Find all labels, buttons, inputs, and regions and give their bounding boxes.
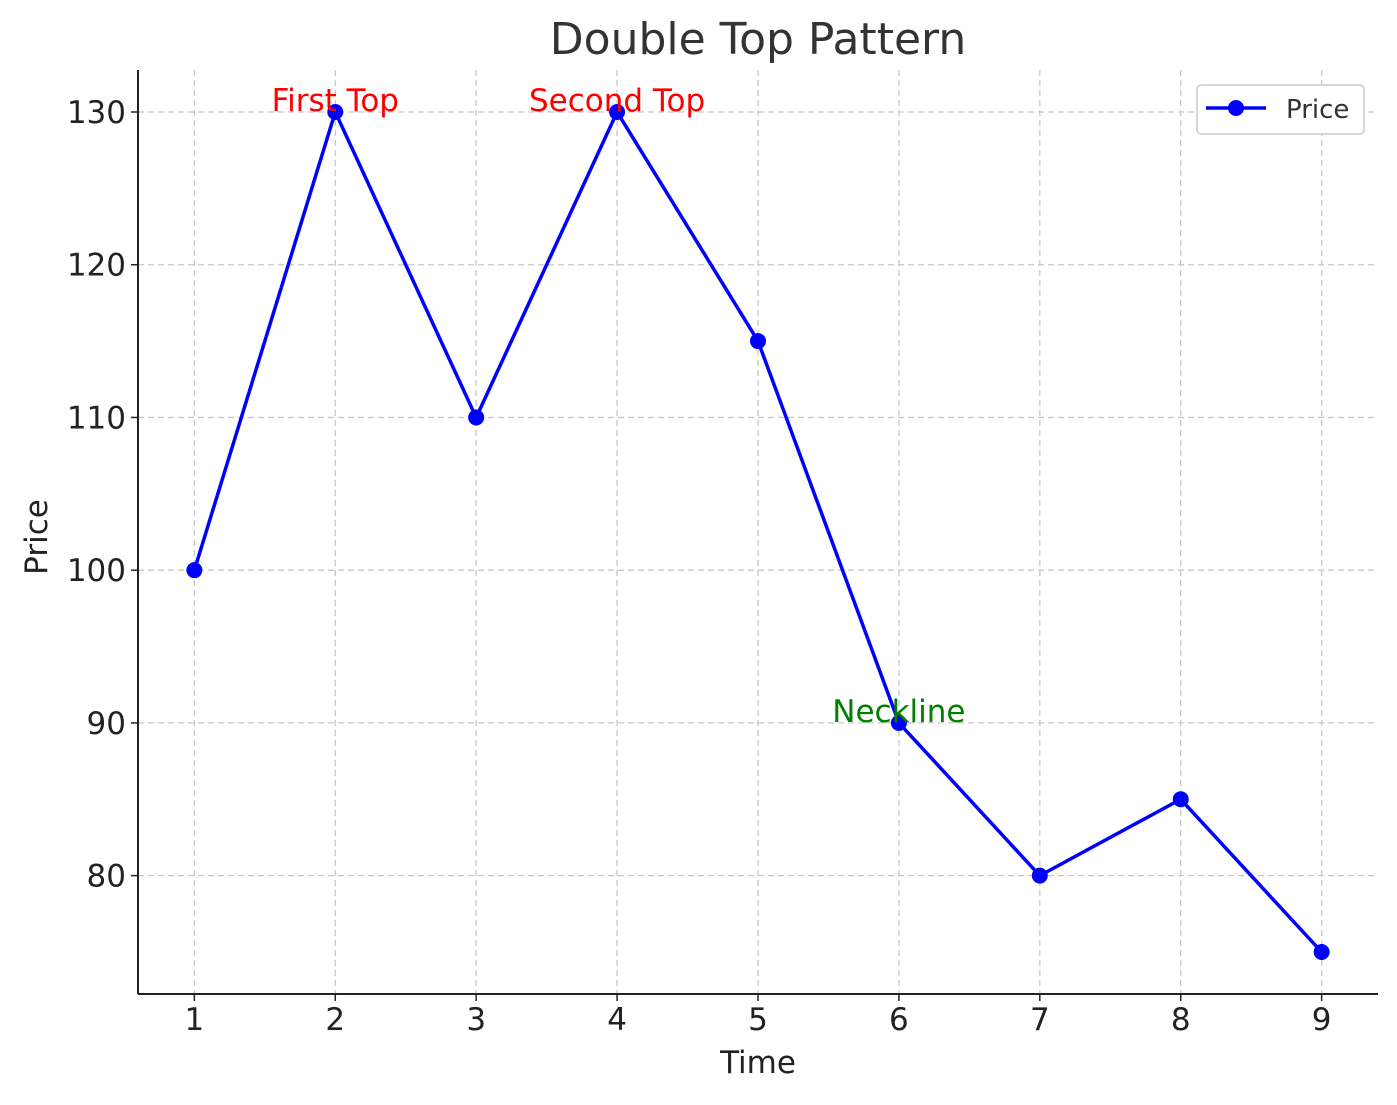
y-axis-label: Price: [19, 499, 55, 575]
x-tick-label: 4: [607, 1002, 627, 1038]
x-tick-label: 7: [1030, 1002, 1050, 1038]
x-ticks: 1 2 3 4 5 6 7 8 9: [184, 994, 1332, 1038]
y-tick-label: 120: [67, 248, 126, 284]
data-point: [186, 562, 203, 579]
x-tick-label: 1: [184, 1002, 204, 1038]
grid: [138, 70, 1378, 994]
annotations: First Top Second Top Neckline: [272, 83, 966, 730]
legend: Price: [1196, 84, 1365, 135]
data-point: [609, 104, 626, 120]
y-tick-label: 130: [67, 95, 126, 131]
x-tick-label: 5: [748, 1002, 768, 1038]
legend-label: Price: [1286, 95, 1349, 125]
data-point: [327, 104, 344, 120]
data-point: [1031, 867, 1048, 884]
annotation-label: Second Top: [529, 83, 705, 119]
chart-title: Double Top Pattern: [550, 14, 966, 65]
x-tick-label: 8: [1171, 1002, 1191, 1038]
legend-box: [1196, 84, 1365, 135]
y-tick-label: 90: [87, 706, 126, 742]
annotation-label: First Top: [272, 83, 399, 119]
x-tick-label: 9: [1312, 1002, 1332, 1038]
data-point: [1172, 791, 1189, 808]
legend-marker-icon: [1228, 100, 1244, 116]
x-tick-label: 6: [889, 1002, 909, 1038]
x-tick-label: 2: [325, 1002, 345, 1038]
data-point: [750, 333, 766, 350]
data-point: [1313, 944, 1330, 960]
y-tick-label: 110: [67, 400, 126, 436]
series: [186, 104, 1330, 960]
y-tick-label: 80: [87, 859, 126, 895]
annotation-label: Neckline: [832, 694, 965, 730]
data-point: [890, 714, 907, 731]
data-point: [468, 409, 485, 426]
y-tick-label: 100: [67, 553, 126, 589]
y-ticks: 80 90 100 110 120 130: [67, 95, 138, 895]
x-tick-label: 3: [466, 1002, 486, 1038]
x-axis-label: Time: [719, 1045, 796, 1081]
